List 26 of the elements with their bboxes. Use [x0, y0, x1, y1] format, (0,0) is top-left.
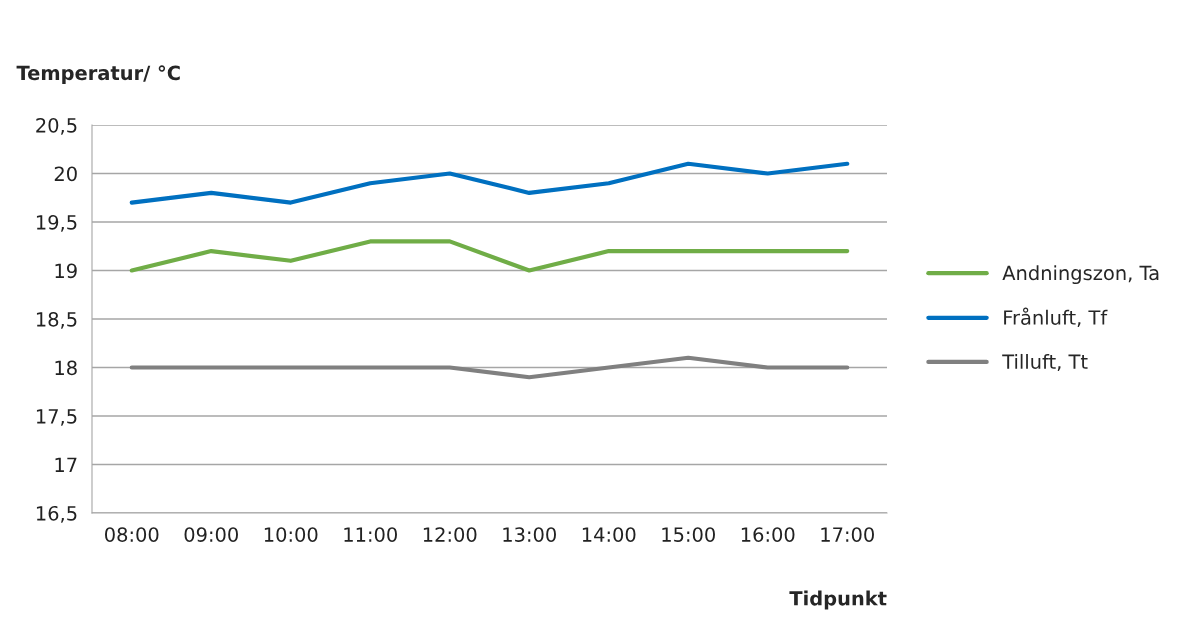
y-tick-label: 19 [55, 263, 77, 279]
x-tick-label: 09:00 [184, 527, 238, 542]
y-tick-label: 20 [54, 166, 77, 182]
x-tick-label: 15:00 [662, 527, 715, 542]
y-tick-label: 16,5 [36, 505, 77, 523]
line-series [129, 161, 850, 205]
legend-label: Tilluft, Tt [1002, 353, 1088, 371]
x-tick-label: 08:00 [105, 527, 159, 542]
y-tick-label: 18,5 [36, 311, 77, 329]
x-tick-label: 11:00 [344, 527, 397, 542]
x-axis-title: Tidpunkt [789, 590, 887, 610]
legend-label: Andningszon, Ta [1002, 265, 1159, 285]
y-tick-label: 20,5 [36, 117, 77, 135]
x-tick-label: 17:00 [821, 527, 874, 542]
x-tick-label: 10:00 [264, 527, 318, 542]
y-tick-label: 17 [55, 457, 77, 472]
y-axis-title: Temperatur/ °C [16, 65, 180, 84]
x-tick-label: 14:00 [582, 527, 636, 542]
legend-label: Frånluft, Tf [1004, 307, 1108, 327]
y-tick-label: 18 [55, 360, 77, 376]
x-tick-label: 16:00 [741, 527, 795, 542]
x-tick-label: 12:00 [423, 527, 477, 542]
x-tick-label: 13:00 [503, 527, 556, 542]
line-series [129, 239, 850, 273]
y-tick-label: 19,5 [36, 214, 77, 232]
y-tick-label: 17,5 [36, 409, 77, 426]
